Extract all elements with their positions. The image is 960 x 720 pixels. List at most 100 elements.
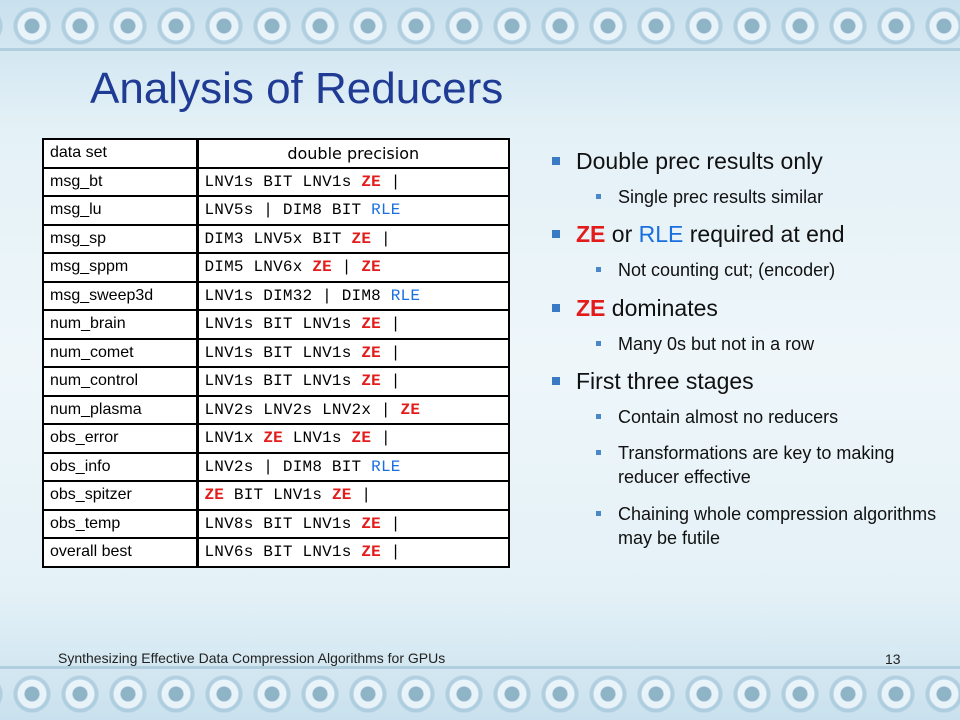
- ze-keyword: ZE: [361, 343, 381, 362]
- sub-bullet-item: Many 0s but not in a row: [550, 332, 950, 356]
- pipeline-cell: LNV1s BIT LNV1s ZE |: [196, 309, 510, 340]
- text-segment: required at end: [683, 221, 845, 248]
- dataset-name-cell: overall best: [42, 537, 199, 568]
- square-bullet-icon: [552, 303, 560, 312]
- pipeline-cell: LNV5s | DIM8 BIT RLE: [196, 195, 510, 226]
- text-segment: LNV1s BIT LNV1s: [204, 315, 362, 334]
- top-circuit-decoration: [0, 4, 960, 48]
- rle-keyword: RLE: [390, 286, 421, 305]
- text-segment: BIT LNV1s: [224, 486, 332, 505]
- text-segment: Double prec results only: [576, 148, 823, 174]
- pipeline-cell: LNV6s BIT LNV1s ZE |: [196, 537, 510, 568]
- text-segment: |: [371, 429, 391, 448]
- dataset-name-cell: obs_temp: [42, 508, 199, 539]
- rle-keyword: RLE: [371, 201, 401, 220]
- table-row: num_comet LNV1s BIT LNV1s ZE |: [42, 337, 510, 368]
- sub-bullet-item: Chaining whole compression algorithms ma…: [550, 502, 950, 551]
- rle-keyword: RLE: [371, 457, 401, 476]
- table-row: obs_error LNV1x ZE LNV1s ZE |: [42, 423, 510, 454]
- ze-keyword: ZE: [361, 315, 381, 334]
- text-segment: LNV1s BIT LNV1s: [204, 343, 362, 362]
- reducer-table: data set double precision msg_bt LNV1s BI…: [42, 138, 510, 568]
- ze-keyword: ZE: [361, 543, 381, 562]
- text-segment: or: [605, 221, 639, 248]
- text-segment: DIM3 LNV5x BIT: [204, 229, 352, 248]
- ze-keyword: ZE: [576, 221, 606, 248]
- sub-bullet-text: Chaining whole compression algorithms ma…: [618, 503, 937, 549]
- text-segment: DIM5 LNV6x: [204, 258, 313, 277]
- square-bullet-icon: [552, 230, 560, 239]
- dataset-name-cell: msg_bt: [42, 166, 199, 197]
- sub-bullet-text: Contain almost no reducers: [618, 406, 839, 427]
- pipeline-cell: LNV1s DIM32 | DIM8 RLE: [196, 280, 510, 311]
- dataset-name-cell: msg_lu: [42, 195, 199, 226]
- square-bullet-icon: [596, 450, 601, 456]
- square-bullet-icon: [552, 157, 560, 165]
- text-segment: |: [331, 258, 362, 277]
- header-data-set: data set: [42, 138, 199, 169]
- pipeline-cell: LNV1s BIT LNV1s ZE |: [196, 366, 510, 397]
- square-bullet-icon: [596, 194, 601, 199]
- text-segment: LNV1s BIT LNV1s: [204, 172, 362, 191]
- table-row: num_control LNV1s BIT LNV1s ZE |: [42, 366, 510, 397]
- ze-keyword: ZE: [361, 172, 381, 191]
- table-row: msg_lu LNV5s | DIM8 BIT RLE: [42, 195, 510, 226]
- bullet-item: First three stages: [550, 368, 950, 395]
- circuit-trace: [0, 666, 960, 669]
- text-segment: LNV5s | DIM8 BIT: [204, 201, 372, 220]
- text-segment: LNV1x: [204, 429, 264, 448]
- text-segment: |: [380, 372, 401, 391]
- table-row: num_plasma LNV2s LNV2s LNV2x | ZE: [42, 394, 510, 425]
- bottom-circuit-decoration: [0, 672, 960, 716]
- dataset-name-cell: msg_sp: [42, 223, 199, 254]
- ze-keyword: ZE: [576, 294, 606, 321]
- text-segment: LNV8s BIT LNV1s: [204, 514, 362, 533]
- pipeline-cell: LNV1s BIT LNV1s ZE |: [196, 166, 510, 197]
- ze-keyword: ZE: [400, 400, 421, 419]
- square-bullet-icon: [596, 340, 601, 346]
- dataset-name-cell: msg_sppm: [42, 252, 199, 283]
- ze-keyword: ZE: [361, 258, 381, 277]
- square-bullet-icon: [596, 413, 601, 419]
- sub-bullet-item: Not counting cut; (encoder): [550, 258, 950, 282]
- bullet-item: ZE or RLE required at end: [550, 221, 950, 248]
- table-row: obs_info LNV2s | DIM8 BIT RLE: [42, 451, 510, 482]
- dataset-name-cell: obs_error: [42, 423, 199, 454]
- table-row: msg_bt LNV1s BIT LNV1s ZE |: [42, 166, 510, 197]
- slide-footer: Synthesizing Effective Data Compression …: [58, 650, 446, 666]
- header-double-precision: double precision: [196, 138, 510, 169]
- sub-bullet-text: Single prec results similar: [618, 187, 824, 207]
- dataset-name-cell: obs_spitzer: [42, 480, 199, 511]
- pipeline-cell: LNV8s BIT LNV1s ZE |: [196, 508, 510, 539]
- text-segment: LNV2s | DIM8 BIT: [204, 457, 372, 476]
- dataset-name-cell: num_comet: [42, 337, 199, 368]
- square-bullet-icon: [596, 510, 601, 516]
- page-number: 13: [885, 651, 901, 667]
- text-segment: |: [380, 172, 401, 191]
- table-row: msg_sp DIM3 LNV5x BIT ZE |: [42, 223, 510, 254]
- ze-keyword: ZE: [312, 258, 332, 277]
- pipeline-cell: ZE BIT LNV1s ZE |: [196, 480, 510, 511]
- pipeline-cell: LNV2s | DIM8 BIT RLE: [196, 451, 510, 482]
- sub-bullet-item: Contain almost no reducers: [550, 405, 950, 429]
- circuit-trace: [0, 48, 960, 51]
- bullet-list: Double prec results only Single prec resu…: [550, 148, 950, 562]
- dataset-name-cell: msg_sweep3d: [42, 280, 199, 311]
- pipeline-cell: LNV1s BIT LNV1s ZE |: [196, 337, 510, 368]
- ze-keyword: ZE: [351, 429, 372, 448]
- text-segment: |: [380, 514, 401, 533]
- pipeline-cell: LNV2s LNV2s LNV2x | ZE: [196, 394, 510, 425]
- table-row: obs_spitzer ZE BIT LNV1s ZE |: [42, 480, 510, 511]
- square-bullet-icon: [596, 267, 601, 273]
- dataset-name-cell: num_plasma: [42, 394, 199, 425]
- sub-bullet-text: Transformations are key to making reduce…: [618, 443, 895, 488]
- text-segment: |: [380, 343, 401, 362]
- pipeline-cell: LNV1x ZE LNV1s ZE |: [196, 423, 510, 454]
- table-row: num_brain LNV1s BIT LNV1s ZE |: [42, 309, 510, 340]
- text-segment: LNV2s LNV2s LNV2x |: [204, 400, 401, 419]
- slide-title: Analysis of Reducers: [90, 64, 504, 113]
- pipeline-cell: DIM5 LNV6x ZE | ZE: [196, 252, 510, 283]
- table-row: overall best LNV6s BIT LNV1s ZE |: [42, 537, 510, 568]
- sub-bullet-text: Many 0s but not in a row: [618, 333, 815, 354]
- dataset-name-cell: num_control: [42, 366, 199, 397]
